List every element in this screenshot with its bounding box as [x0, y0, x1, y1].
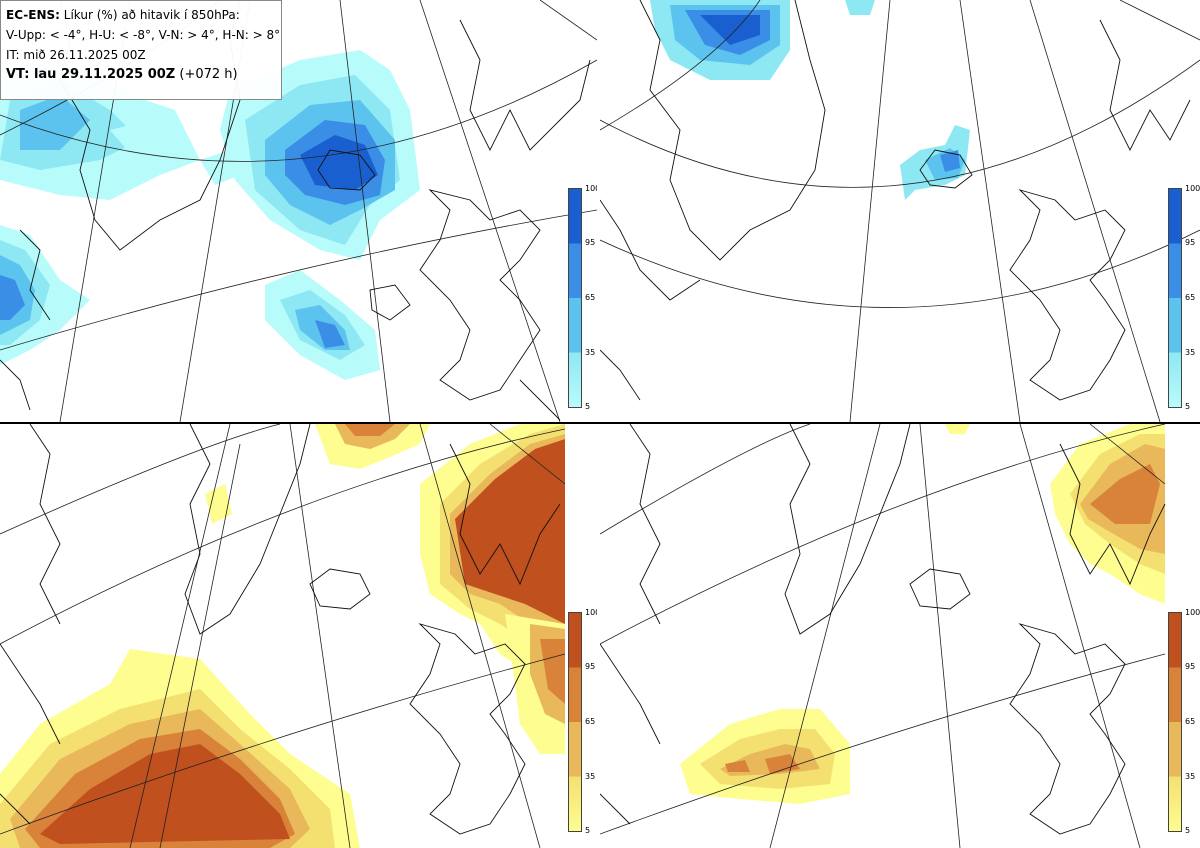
colorbar-tick: 35	[1185, 348, 1196, 357]
panel-divider-horizontal	[0, 422, 1200, 424]
init-time: IT: mið 26.11.2025 00Z	[6, 48, 146, 62]
cold-probability-shading	[650, 0, 970, 200]
colorbar-tick: 100	[585, 608, 601, 617]
colorbar-tick: 100	[1185, 184, 1200, 193]
coastlines	[600, 0, 1191, 401]
colorbar-cold-left-gradient	[568, 188, 582, 408]
colorbar-cold-right-gradient	[1168, 188, 1182, 408]
colorbar-tick: 65	[585, 293, 596, 302]
graticule	[600, 424, 1166, 848]
colorbar-tick: 35	[1185, 772, 1196, 781]
colorbar-tick: 5	[1185, 826, 1191, 835]
colorbar-warm-right-gradient	[1168, 612, 1182, 832]
colorbar-warm-left-gradient	[568, 612, 582, 832]
graticule	[0, 424, 566, 848]
colorbar-tick: 95	[1185, 238, 1196, 247]
coastlines	[600, 424, 1166, 835]
cold-probability-shading	[0, 50, 420, 380]
colorbar-tick: 100	[585, 184, 601, 193]
colorbar-tick: 95	[585, 238, 596, 247]
map-panel-warm-moderate	[0, 424, 597, 848]
model-name: EC-ENS:	[6, 8, 60, 22]
colorbar-tick: 95	[1185, 662, 1196, 671]
description: Líkur (%) að hitavik í 850hPa:	[63, 8, 240, 22]
colorbar-tick: 100	[1185, 608, 1200, 617]
colorbar-tick: 65	[585, 717, 596, 726]
colorbar-tick: 95	[585, 662, 596, 671]
map-svg-tl	[0, 0, 597, 422]
threshold-legend: V-Upp: < -4°, H-U: < -8°, V-N: > 4°, H-N…	[6, 28, 281, 42]
warm-probability-shading	[680, 424, 1165, 804]
title-box: EC-ENS: Líkur (%) að hitavik í 850hPa: V…	[0, 0, 282, 100]
colorbar-tick: 65	[1185, 717, 1196, 726]
colorbar-warm-left: 100 95 65 35 5	[568, 608, 628, 842]
map-svg-bl	[0, 424, 566, 848]
colorbar-tick: 35	[585, 348, 596, 357]
colorbar-tick: 5	[1185, 402, 1191, 411]
colorbar-tick: 65	[1185, 293, 1196, 302]
valid-time: VT: lau 29.11.2025 00Z	[6, 67, 176, 82]
map-svg-br	[600, 424, 1166, 848]
colorbar-warm-right: 100 95 65 35 5	[1168, 608, 1200, 842]
colorbar-cold-left: 100 95 65 35 5	[568, 184, 628, 418]
map-svg-tr	[600, 0, 1200, 422]
panel-divider-vertical	[597, 0, 600, 848]
map-panel-cold-moderate	[0, 0, 597, 422]
map-panel-warm-strong	[600, 424, 1200, 848]
forecast-hour: (+072 h)	[179, 67, 238, 82]
colorbar-tick: 5	[585, 402, 591, 411]
map-panel-cold-strong	[600, 0, 1200, 422]
colorbar-tick: 5	[585, 826, 591, 835]
warm-probability-shading	[0, 424, 565, 848]
graticule	[600, 0, 1200, 422]
valid-time-line: VT: lau 29.11.2025 00Z (+072 h)	[6, 65, 276, 85]
colorbar-cold-right: 100 95 65 35 5	[1168, 184, 1200, 418]
coastlines	[0, 0, 591, 421]
title-line-1: EC-ENS: Líkur (%) að hitavik í 850hPa:	[6, 5, 276, 25]
colorbar-tick: 35	[585, 772, 596, 781]
coastlines	[0, 424, 561, 835]
